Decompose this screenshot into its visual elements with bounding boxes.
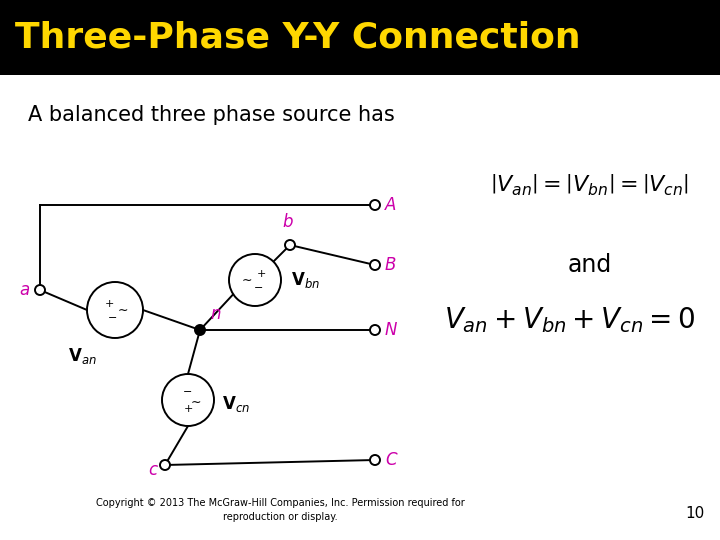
Text: −: −: [254, 283, 264, 293]
Text: +: +: [184, 404, 193, 414]
Circle shape: [162, 374, 214, 426]
Text: a: a: [19, 281, 30, 299]
Text: ∼: ∼: [118, 303, 128, 316]
Circle shape: [370, 325, 380, 335]
Circle shape: [160, 460, 170, 470]
Bar: [0, 0, 720, 75]
Text: C: C: [385, 451, 397, 469]
Text: N: N: [385, 321, 397, 339]
Text: $\mathbf{V}_{an}$: $\mathbf{V}_{an}$: [68, 346, 96, 366]
Text: ∼: ∼: [242, 273, 252, 287]
Text: $V_{an}+V_{bn}+V_{cn}=0$: $V_{an}+V_{bn}+V_{cn}=0$: [444, 305, 696, 335]
Circle shape: [87, 282, 143, 338]
Text: A: A: [385, 196, 397, 214]
Text: −: −: [184, 387, 193, 397]
Circle shape: [35, 285, 45, 295]
Circle shape: [229, 254, 281, 306]
Text: $\left|V_{an}\right|=\left|V_{bn}\right|=\left|V_{cn}\right|$: $\left|V_{an}\right|=\left|V_{bn}\right|…: [490, 173, 690, 197]
Text: $\mathbf{V}_{bn}$: $\mathbf{V}_{bn}$: [291, 270, 320, 290]
Text: Copyright © 2013 The McGraw-Hill Companies, Inc. Permission required for
reprodu: Copyright © 2013 The McGraw-Hill Compani…: [96, 498, 464, 522]
Text: n: n: [210, 305, 220, 323]
Circle shape: [285, 240, 295, 250]
Text: c: c: [148, 461, 157, 479]
Text: B: B: [385, 256, 397, 274]
Text: b: b: [283, 213, 293, 231]
Circle shape: [370, 455, 380, 465]
Circle shape: [370, 260, 380, 270]
Text: +: +: [104, 299, 114, 309]
Circle shape: [195, 325, 205, 335]
Text: ∼: ∼: [191, 395, 202, 408]
Text: $\mathbf{V}_{cn}$: $\mathbf{V}_{cn}$: [222, 394, 250, 414]
Text: A balanced three phase source has: A balanced three phase source has: [28, 105, 395, 125]
Text: Three-Phase Y-Y Connection: Three-Phase Y-Y Connection: [15, 21, 580, 55]
Circle shape: [370, 200, 380, 210]
Text: +: +: [256, 269, 266, 279]
Text: −: −: [108, 313, 117, 323]
Text: and: and: [568, 253, 612, 277]
Text: 10: 10: [685, 505, 705, 521]
